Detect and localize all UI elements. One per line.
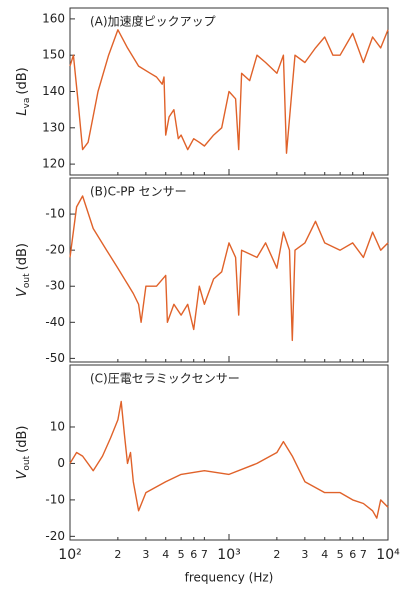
y-tick-label: 130 [42, 120, 65, 134]
x-tick-label: 10⁴ [376, 547, 400, 563]
x-tick-label: 5 [337, 548, 344, 561]
y-tick-label: -10 [45, 492, 65, 506]
x-tick-label: 4 [162, 548, 169, 561]
y-label-symbol: L [15, 108, 30, 115]
plot-frame [69, 177, 389, 363]
y-label-unit: (dB) [15, 426, 30, 453]
y-tick-label: -50 [45, 351, 65, 365]
y-tick-label: 140 [42, 84, 65, 98]
line [69, 195, 389, 342]
x-tick-label: 7 [201, 548, 208, 561]
x-axis-label: frequency (Hz) [185, 571, 274, 585]
line [69, 29, 389, 154]
y-tick-label: -30 [45, 279, 65, 293]
y-tick-label: 150 [42, 48, 65, 62]
x-tick-label: 2 [273, 548, 280, 561]
y-label-subscript: out [22, 455, 32, 470]
y-tick-label: 160 [42, 11, 65, 25]
x-tick-label: 5 [178, 548, 185, 561]
y-axis-label: Vout (dB) [15, 243, 32, 297]
y-tick-label: 0 [57, 456, 65, 470]
y-label-symbol: V [15, 287, 30, 297]
y-label-subscript: out [22, 273, 32, 288]
y-tick-label: 120 [42, 157, 65, 171]
line [69, 400, 389, 519]
y-label-unit: (dB) [15, 67, 30, 94]
x-tick-label: 3 [142, 548, 149, 561]
y-axis-label: Lva (dB) [15, 67, 32, 115]
y-label-unit: (dB) [15, 243, 30, 270]
y-tick-label: -20 [45, 529, 65, 543]
panel-title: (C)圧電セラミックセンサー [90, 372, 240, 386]
x-tick-label: 3 [301, 548, 308, 561]
x-tick-label: 2 [114, 548, 121, 561]
y-tick-label: 10 [50, 419, 65, 433]
panel-title: (B)C-PP センサー [90, 185, 187, 199]
panel-title: (A)加速度ピックアップ [90, 14, 216, 29]
plot-frame [69, 364, 389, 541]
x-tick-label: 6 [349, 548, 356, 561]
x-tick-label: 10² [58, 547, 81, 563]
x-tick-label: 6 [190, 548, 197, 561]
x-tick-label: 7 [360, 548, 367, 561]
x-tick-label: 10³ [217, 547, 240, 563]
y-tick-label: -20 [45, 243, 65, 257]
x-tick-label: 4 [321, 548, 328, 561]
y-label-subscript: va [22, 98, 32, 109]
y-tick-label: -10 [45, 207, 65, 221]
y-label-symbol: V [15, 469, 30, 479]
y-tick-label: -40 [45, 315, 65, 329]
y-axis-label: Vout (dB) [15, 426, 32, 480]
